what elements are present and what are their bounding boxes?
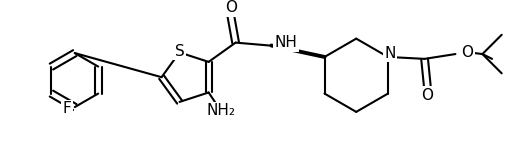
Text: F: F [62, 101, 72, 116]
Text: O: O [461, 45, 473, 60]
Text: O: O [225, 0, 237, 15]
Text: N: N [384, 46, 396, 61]
Text: S: S [175, 44, 184, 59]
Text: O: O [421, 88, 434, 103]
Text: NH: NH [274, 35, 297, 50]
Text: NH₂: NH₂ [207, 103, 236, 118]
